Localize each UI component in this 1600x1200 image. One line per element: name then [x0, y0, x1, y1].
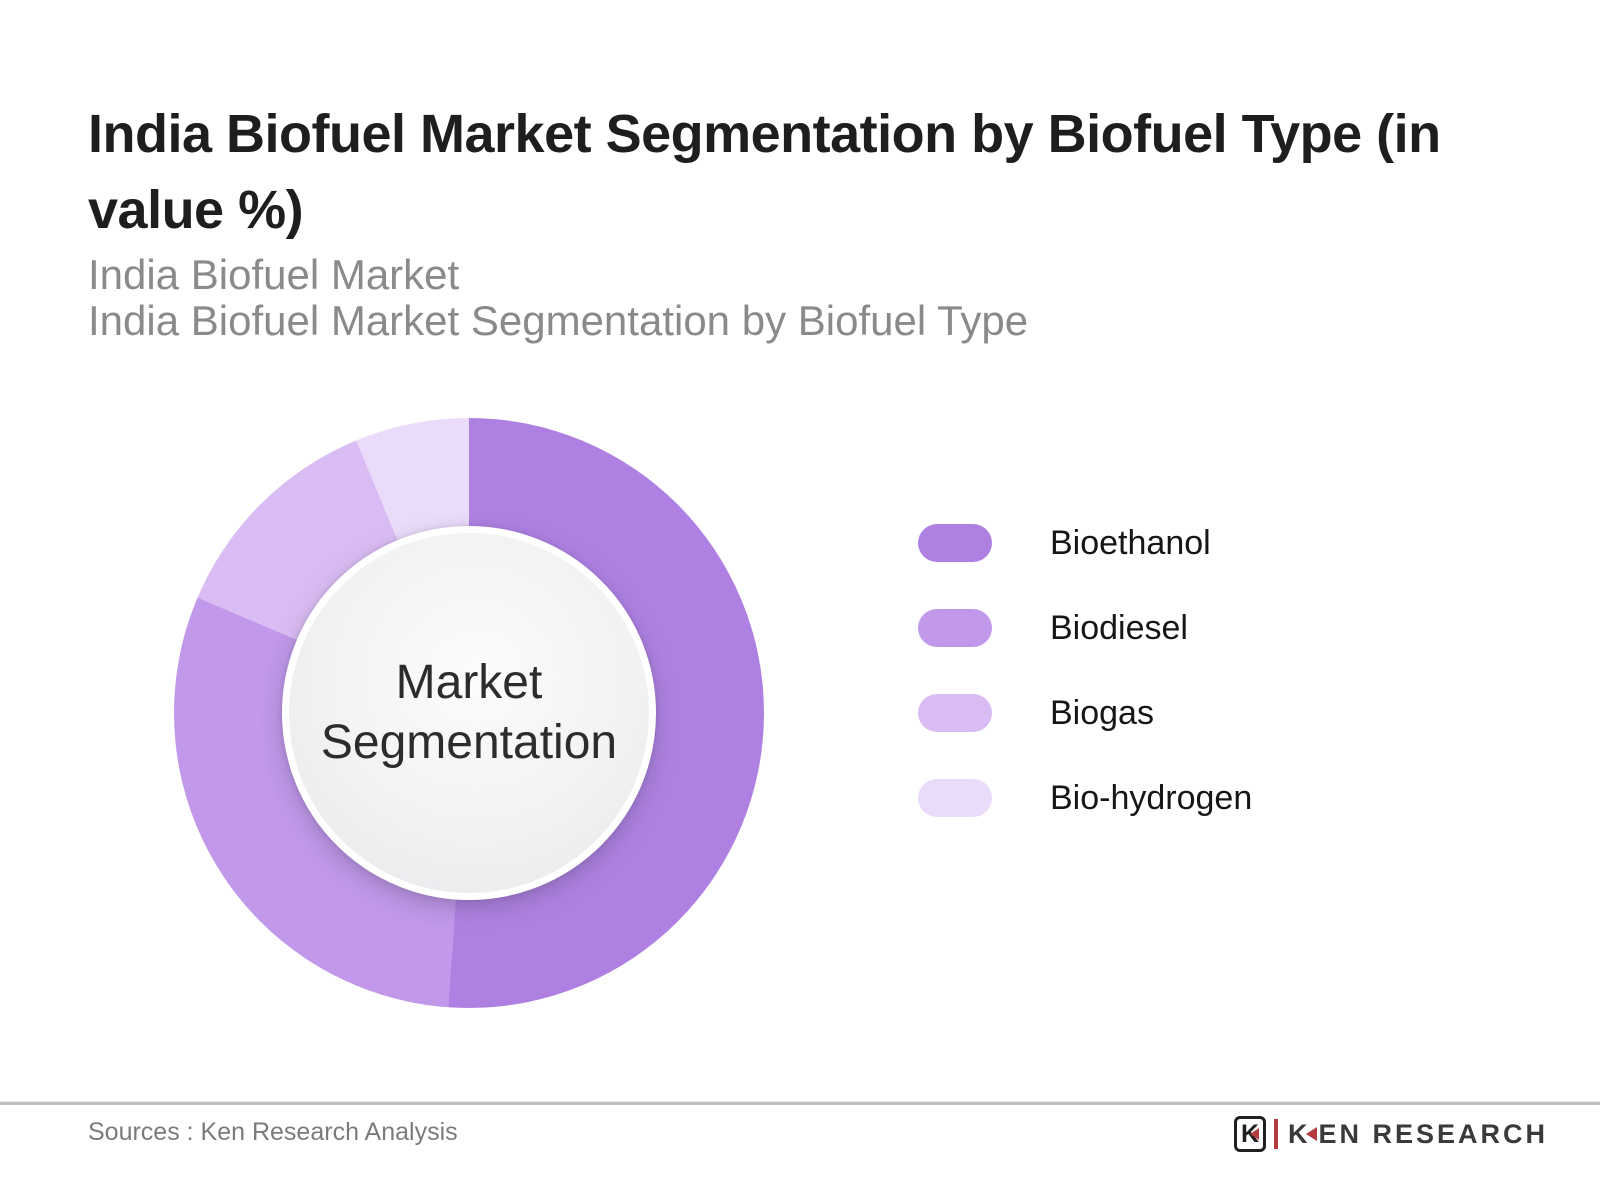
- legend-swatch-biodiesel: [918, 609, 992, 647]
- legend-item-biodiesel: Biodiesel: [918, 609, 1252, 647]
- legend-swatch-biohydrogen: [918, 779, 992, 817]
- legend-item-biohydrogen: Bio-hydrogen: [918, 779, 1252, 817]
- subtitle-line-1: India Biofuel Market: [88, 251, 460, 298]
- page-title: India Biofuel Market Segmentation by Bio…: [88, 96, 1488, 248]
- page-title-line-2: value %): [88, 180, 304, 241]
- legend-swatch-biogas: [918, 694, 992, 732]
- logo-brand-triangle-icon: [1306, 1127, 1318, 1141]
- page-subtitle: India Biofuel Market India Biofuel Marke…: [88, 252, 1288, 344]
- donut-center: Market Segmentation: [282, 526, 656, 900]
- page-title-line-1: India Biofuel Market Segmentation by Bio…: [88, 104, 1441, 165]
- logo-emblem-triangle-icon: [1249, 1128, 1259, 1140]
- logo-brand-k: K: [1287, 1118, 1311, 1149]
- donut-center-label: Market Segmentation: [320, 656, 618, 769]
- ken-research-logo: K K EN RESEARCH: [1233, 1116, 1548, 1152]
- chart-legend: Bioethanol Biodiesel Biogas Bio-hydrogen: [918, 524, 1252, 864]
- logo-divider-bar: [1273, 1119, 1278, 1149]
- legend-item-biogas: Biogas: [918, 694, 1252, 732]
- legend-label-biodiesel: Biodiesel: [1050, 608, 1188, 647]
- footer-divider: [0, 1101, 1600, 1105]
- legend-item-bioethanol: Bioethanol: [918, 524, 1252, 562]
- legend-swatch-bioethanol: [918, 524, 992, 562]
- legend-label-bioethanol: Bioethanol: [1050, 523, 1211, 562]
- legend-label-biohydrogen: Bio-hydrogen: [1050, 778, 1253, 817]
- legend-label-biogas: Biogas: [1050, 693, 1154, 732]
- source-note: Sources : Ken Research Analysis: [88, 1118, 458, 1146]
- logo-brand-text: K EN RESEARCH: [1288, 1119, 1548, 1150]
- subtitle-line-2: India Biofuel Market Segmentation by Bio…: [88, 297, 1029, 344]
- logo-k-emblem-icon: K: [1233, 1116, 1266, 1152]
- logo-brand-rest: EN RESEARCH: [1318, 1118, 1548, 1149]
